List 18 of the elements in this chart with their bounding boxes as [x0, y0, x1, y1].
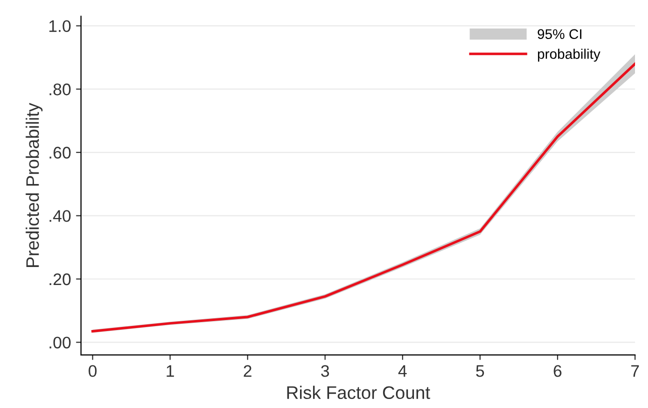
y-tick-label: .00: [50, 336, 71, 349]
legend-label: probability: [538, 48, 600, 62]
y-axis-title: Predicted Probability: [26, 102, 43, 267]
y-tick-label: .40: [50, 210, 71, 222]
x-tick-label: 0: [88, 365, 97, 377]
x-tick-label: 4: [398, 365, 407, 377]
y-tick-label: .60: [50, 146, 71, 159]
x-tick-label: 6: [554, 365, 562, 377]
x-tick-label: 3: [321, 365, 329, 377]
y-tick-label: .20: [50, 273, 71, 286]
x-tick-label: 2: [244, 365, 252, 377]
y-tick-label: .80: [50, 84, 71, 96]
x-tick-label: 7: [631, 365, 639, 377]
annotation: 95% CI: [538, 29, 582, 40]
x-axis-title: Risk Factor Count: [287, 386, 430, 400]
x-tick-label: 1: [166, 365, 174, 377]
y-tick-label: 1.0: [49, 20, 71, 32]
x-tick-label: 5: [476, 365, 484, 377]
